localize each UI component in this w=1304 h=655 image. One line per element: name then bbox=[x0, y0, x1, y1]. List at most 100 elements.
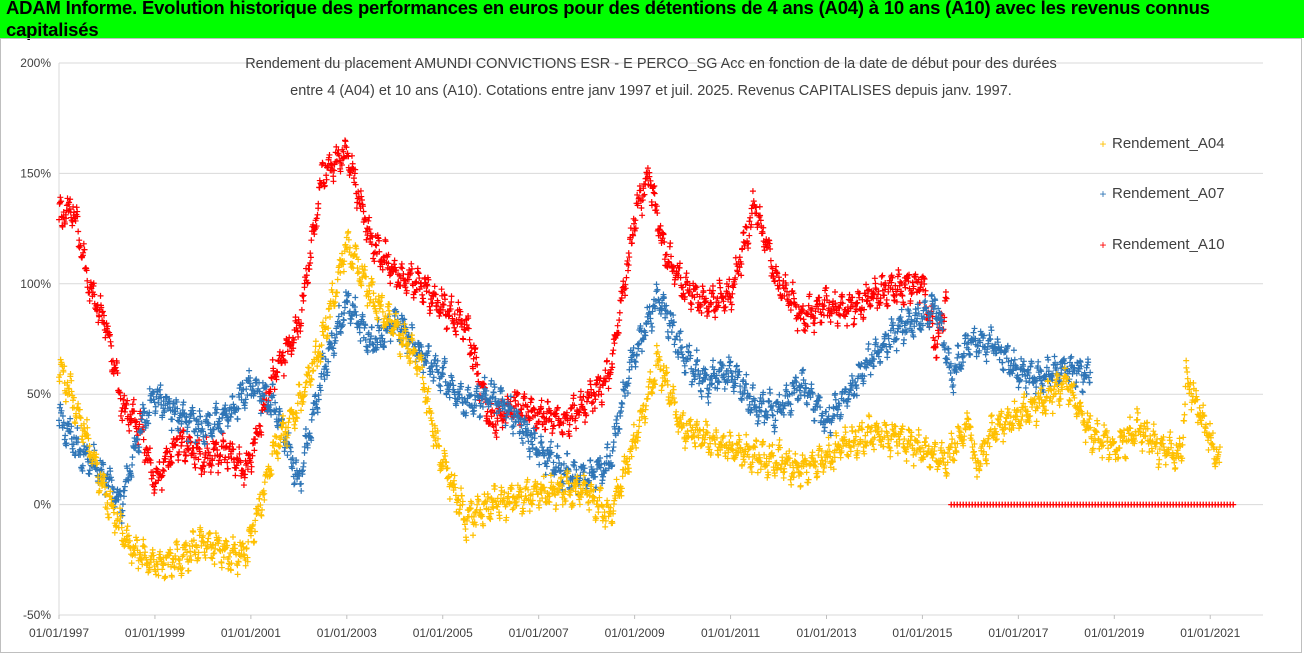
data-point-rendement-a10 bbox=[881, 292, 888, 299]
data-point-rendement-a07 bbox=[139, 401, 146, 408]
data-point-rendement-a07 bbox=[362, 322, 369, 329]
data-point-rendement-a10 bbox=[631, 220, 638, 227]
data-point-rendement-a10 bbox=[108, 342, 115, 349]
data-point-rendement-a07 bbox=[483, 387, 490, 394]
data-point-rendement-a04 bbox=[529, 501, 536, 508]
data-point-rendement-a07 bbox=[332, 337, 339, 344]
data-point-rendement-a07 bbox=[465, 384, 472, 391]
data-point-rendement-a10 bbox=[346, 172, 353, 179]
data-point-rendement-a07 bbox=[186, 417, 193, 424]
data-point-rendement-a10 bbox=[881, 286, 888, 293]
data-point-rendement-a07 bbox=[275, 417, 282, 424]
data-point-rendement-a10 bbox=[700, 287, 707, 294]
data-point-rendement-a07 bbox=[554, 443, 561, 450]
data-point-rendement-a07 bbox=[604, 441, 611, 448]
data-point-rendement-a07 bbox=[434, 357, 441, 364]
data-point-rendement-a10 bbox=[568, 413, 575, 420]
data-point-rendement-a10 bbox=[542, 426, 549, 433]
data-point-rendement-a07 bbox=[529, 444, 536, 451]
data-point-rendement-a07 bbox=[838, 411, 845, 418]
data-point-rendement-a07 bbox=[468, 391, 475, 398]
data-point-rendement-a07 bbox=[987, 336, 994, 343]
x-tick-label: 01/01/2003 bbox=[317, 626, 377, 640]
data-point-rendement-a10 bbox=[644, 165, 651, 172]
data-point-rendement-a07 bbox=[537, 433, 544, 440]
data-point-rendement-a10 bbox=[634, 200, 641, 207]
data-point-rendement-a07 bbox=[670, 312, 677, 319]
data-point-rendement-a07 bbox=[128, 473, 135, 480]
data-point-rendement-a10 bbox=[333, 143, 340, 150]
data-point-rendement-a07 bbox=[815, 397, 822, 404]
data-point-rendement-a07 bbox=[202, 432, 209, 439]
data-point-rendement-a10 bbox=[832, 300, 839, 307]
data-point-rendement-a10 bbox=[307, 254, 314, 261]
data-point-rendement-a10 bbox=[403, 287, 410, 294]
data-point-rendement-a04 bbox=[102, 484, 109, 491]
data-point-rendement-a10 bbox=[668, 253, 675, 260]
data-point-rendement-a07 bbox=[892, 336, 899, 343]
data-point-rendement-a07 bbox=[894, 328, 901, 335]
data-point-rendement-a10 bbox=[118, 408, 125, 415]
data-point-rendement-a07 bbox=[1087, 369, 1094, 376]
data-point-rendement-a10 bbox=[441, 296, 448, 303]
data-point-rendement-a10 bbox=[722, 303, 729, 310]
data-point-rendement-a07 bbox=[61, 422, 68, 429]
data-point-rendement-a10 bbox=[493, 434, 500, 441]
data-point-rendement-a07 bbox=[1038, 368, 1045, 375]
data-point-rendement-a10 bbox=[661, 256, 668, 263]
data-point-rendement-a07 bbox=[1023, 378, 1030, 385]
data-point-rendement-a10 bbox=[181, 449, 188, 456]
x-tick-label: 01/01/2019 bbox=[1084, 626, 1144, 640]
data-point-rendement-a10 bbox=[499, 424, 506, 431]
data-point-rendement-a10 bbox=[323, 176, 330, 183]
data-point-rendement-a07 bbox=[378, 332, 385, 339]
data-point-rendement-a07 bbox=[630, 344, 637, 351]
data-point-rendement-a10 bbox=[740, 239, 747, 246]
data-point-rendement-a04 bbox=[145, 569, 152, 576]
data-point-rendement-a07 bbox=[119, 501, 126, 508]
data-point-rendement-a07 bbox=[699, 378, 706, 385]
data-point-rendement-a04 bbox=[110, 509, 117, 516]
data-point-rendement-a07 bbox=[682, 369, 689, 376]
data-point-rendement-a07 bbox=[477, 413, 484, 420]
data-point-rendement-a10 bbox=[740, 229, 747, 236]
data-point-rendement-a07 bbox=[59, 412, 66, 419]
data-point-rendement-a07 bbox=[351, 303, 358, 310]
data-point-rendement-a10 bbox=[811, 320, 818, 327]
data-point-rendement-a04 bbox=[345, 228, 352, 235]
data-point-rendement-a07 bbox=[339, 321, 346, 328]
data-point-rendement-a10 bbox=[453, 331, 460, 338]
data-point-rendement-a10 bbox=[709, 290, 716, 297]
data-point-rendement-a04 bbox=[84, 424, 91, 431]
data-point-rendement-a10 bbox=[861, 306, 868, 313]
data-point-rendement-a07 bbox=[381, 338, 388, 345]
data-point-rendement-a07 bbox=[155, 399, 162, 406]
data-point-rendement-a07 bbox=[960, 350, 967, 357]
data-point-rendement-a07 bbox=[435, 369, 442, 376]
data-point-rendement-a10 bbox=[387, 280, 394, 287]
data-point-rendement-a07 bbox=[787, 411, 794, 418]
data-point-rendement-a07 bbox=[638, 328, 645, 335]
data-point-rendement-a10 bbox=[628, 240, 635, 247]
data-point-rendement-a04 bbox=[636, 423, 643, 430]
y-tick-label: 200% bbox=[20, 56, 51, 70]
data-point-rendement-a04 bbox=[174, 546, 181, 553]
data-point-rendement-a07 bbox=[740, 376, 747, 383]
data-point-rendement-a04 bbox=[298, 407, 305, 414]
data-point-rendement-a07 bbox=[1017, 376, 1024, 383]
data-point-rendement-a07 bbox=[211, 421, 218, 428]
data-point-rendement-a10 bbox=[785, 291, 792, 298]
data-point-rendement-a07 bbox=[170, 400, 177, 407]
data-point-rendement-a10 bbox=[103, 320, 110, 327]
data-point-rendement-a10 bbox=[200, 463, 207, 470]
data-point-rendement-a07 bbox=[492, 395, 499, 402]
data-point-rendement-a10 bbox=[611, 340, 618, 347]
data-point-rendement-a07 bbox=[290, 460, 297, 467]
data-point-rendement-a10 bbox=[298, 320, 305, 327]
data-point-rendement-a10 bbox=[208, 462, 215, 469]
data-point-rendement-a10 bbox=[747, 214, 754, 221]
data-point-rendement-a07 bbox=[1005, 358, 1012, 365]
data-point-rendement-a10 bbox=[280, 372, 287, 379]
data-point-rendement-a10 bbox=[813, 298, 820, 305]
data-point-rendement-a07 bbox=[1077, 357, 1084, 364]
